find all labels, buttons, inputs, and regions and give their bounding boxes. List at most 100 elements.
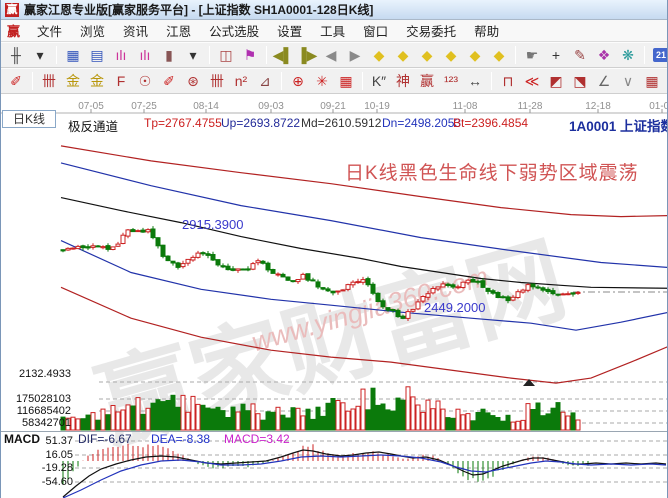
macd-value: MACD=3.42 xyxy=(224,432,290,446)
fan-lines-icon[interactable]: ≪ xyxy=(524,72,540,89)
macd-pane-title: MACD xyxy=(4,432,40,446)
ying-scale-icon[interactable]: 赢 xyxy=(420,73,434,89)
candle-period-dropdown-icon[interactable]: ▾ xyxy=(189,46,197,63)
indicator-name: 极反通道 xyxy=(68,120,119,134)
gann-clock-icon[interactable]: ⊛ xyxy=(187,72,199,89)
pattern-stock-icon[interactable]: ◫ xyxy=(219,46,233,63)
quote-list-icon[interactable]: ▤ xyxy=(90,46,104,63)
window-title: 赢家江恩专业版[赢家服务平台] - [上证指数 SH1A0001-128日K线] xyxy=(24,3,374,17)
ruler-123-icon[interactable]: ¹²³ xyxy=(444,73,458,89)
app-logo-icon: 赢 xyxy=(5,2,19,17)
draw-line-icon[interactable]: ✎ xyxy=(574,46,586,63)
gann-scale-icon[interactable]: 卌 xyxy=(42,73,56,89)
magic-tool-icon[interactable]: ❖ xyxy=(597,46,611,63)
indicator-value: Tp=2767.4755 xyxy=(144,116,222,130)
kline-style-icon[interactable]: ╫ xyxy=(11,47,21,63)
bar-chart-icon[interactable]: ılı xyxy=(115,47,127,63)
x-axis-date-label: 07-25 xyxy=(131,101,157,112)
next-page-icon[interactable]: ▶ xyxy=(349,46,361,63)
hand-tool-icon[interactable]: ☛ xyxy=(525,46,539,63)
fan-square-icon[interactable]: ◩ xyxy=(549,72,563,89)
flag-icon[interactable]: ⚑ xyxy=(243,46,257,63)
zoom-all-icon[interactable]: ◆ xyxy=(493,46,505,63)
calendar-icon: 21 xyxy=(652,48,667,62)
x-axis-date-label: 12-18 xyxy=(585,101,611,112)
gann-pen2-icon[interactable]: ✐ xyxy=(163,72,175,89)
spiral-icon[interactable]: ☉ xyxy=(138,72,152,89)
net-tool-icon[interactable]: ❋ xyxy=(622,46,634,63)
k-mark-icon[interactable]: K″ xyxy=(371,73,387,89)
menu-item[interactable]: 公式选股 xyxy=(209,24,260,39)
angle-tool-icon[interactable]: ⊿ xyxy=(259,72,271,89)
gann-star-icon[interactable]: ✳ xyxy=(316,72,328,89)
n2-scale-icon[interactable]: n² xyxy=(234,73,248,89)
frame-tool-icon[interactable]: ⊓ xyxy=(502,72,514,89)
menu-item[interactable]: 浏览 xyxy=(80,24,106,39)
zoom-x-icon[interactable]: ◆ xyxy=(445,46,457,63)
gold-scale-icon[interactable]: 金 xyxy=(66,73,80,89)
volume-axis-label: 116685402 xyxy=(16,405,71,417)
angle-lines-icon[interactable]: ∠ xyxy=(597,72,611,89)
zoom-right-icon[interactable]: ◆ xyxy=(397,46,409,63)
indicator-value: Md=2610.5912 xyxy=(301,116,382,130)
toolbar-separator xyxy=(362,72,363,90)
first-page-icon[interactable]: ◀▌ xyxy=(272,46,294,63)
v-lines-icon[interactable]: ∨ xyxy=(622,72,634,89)
zoom-left-icon[interactable]: ◆ xyxy=(373,46,385,63)
price-label-low: 2449.2000 xyxy=(424,300,486,315)
menu-bar: 赢 文件 浏览 资讯 江恩 公式选股 设置 工具 窗口 交易委托 帮助 xyxy=(1,20,667,42)
prev-page-icon[interactable]: ◀ xyxy=(325,46,337,63)
macd-axis-label: 16.05 xyxy=(45,449,73,461)
indicator-value: Bt=2396.4854 xyxy=(453,116,529,130)
x-axis-date-label: 11-08 xyxy=(452,101,478,112)
menu-item[interactable]: 设置 xyxy=(277,24,303,39)
toolbar-separator xyxy=(209,46,210,64)
menu-item[interactable]: 工具 xyxy=(320,24,346,39)
chart-annotation: 日K线黑色生命线下弱势区域震荡 xyxy=(345,163,639,184)
menu-item[interactable]: 文件 xyxy=(37,24,63,39)
toolbar-separator xyxy=(56,46,57,64)
gold-scale2-icon[interactable]: 金 xyxy=(90,73,104,89)
gann-square-icon[interactable]: ▦ xyxy=(339,72,353,89)
gann-pen-icon[interactable]: ✐ xyxy=(10,72,22,89)
bar-chart2-icon[interactable]: ılı xyxy=(139,47,151,63)
last-page-icon[interactable]: ▐▶ xyxy=(296,46,318,63)
kline-style-dropdown-icon[interactable]: ▾ xyxy=(36,46,44,63)
zoom-fit-icon[interactable]: ◆ xyxy=(421,46,433,63)
menu-item[interactable]: 交易委托 xyxy=(406,24,457,39)
volume-axis-label: 175028103 xyxy=(15,393,71,405)
app-logo-small-icon: 赢 xyxy=(7,24,21,39)
grid-diag-icon[interactable]: ⊠ xyxy=(665,70,667,92)
x-axis-date-label: 09-21 xyxy=(320,101,346,112)
chart-window-icon[interactable]: ▦ xyxy=(66,46,80,63)
grid-icon[interactable]: ▦ xyxy=(645,72,659,89)
menu-item[interactable]: 帮助 xyxy=(474,24,500,39)
f-scale-icon[interactable]: F xyxy=(116,73,126,89)
toolbar-separator xyxy=(515,46,516,64)
chart-area[interactable]: 赢家财富网 www.yingjia360.com 日K线 极反通道 Tp=2767… xyxy=(1,94,668,498)
macd-axis-label: 51.37 xyxy=(45,435,73,447)
candle-period-icon[interactable]: ▮ xyxy=(165,46,173,63)
title-bar: 赢 赢家江恩专业版[赢家服务平台] - [上证指数 SH1A0001-128日K… xyxy=(1,0,667,20)
shen-scale-icon[interactable]: 神 xyxy=(396,73,410,89)
menu-item[interactable]: 资讯 xyxy=(123,24,149,39)
x-axis-date-label: 11-28 xyxy=(517,101,543,112)
scale2-icon[interactable]: 卌 xyxy=(210,73,224,89)
x-axis-date-label: 09-03 xyxy=(258,101,284,112)
menu-item[interactable]: 江恩 xyxy=(166,24,192,39)
gann-circle-icon[interactable]: ⊕ xyxy=(292,72,304,89)
crosshair-icon[interactable]: + xyxy=(551,47,561,63)
price-label-high: 2915.3900 xyxy=(182,217,244,232)
fan-square2-icon[interactable]: ⬔ xyxy=(573,72,587,89)
menu-item[interactable]: 窗口 xyxy=(363,24,389,39)
toolbar-separator xyxy=(32,72,33,90)
calendar-icon[interactable]: 21 xyxy=(650,44,667,66)
width-measure-icon[interactable]: ↔ xyxy=(468,73,482,89)
toolbar-separator xyxy=(644,46,645,64)
tab-daily-kline[interactable]: 日K线 xyxy=(2,110,56,128)
zoom-y-icon[interactable]: ◆ xyxy=(469,46,481,63)
